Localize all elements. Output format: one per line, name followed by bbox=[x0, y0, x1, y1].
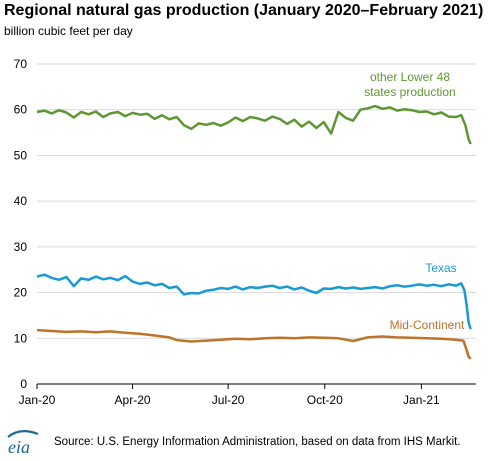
y-tick-label-10: 10 bbox=[14, 331, 28, 345]
series-line-texas bbox=[36, 273, 472, 330]
series-line-other-lower-48-states-production bbox=[36, 104, 472, 145]
x-tick-label-Jul-20: Jul-20 bbox=[212, 393, 245, 407]
series-label-line: Mid-Continent bbox=[390, 318, 465, 332]
grid-lines bbox=[37, 63, 476, 339]
y-axis-label: billion cubic feet per day bbox=[4, 24, 133, 38]
series-label-line: Texas bbox=[425, 261, 456, 275]
x-tick-label-Oct-20: Oct-20 bbox=[307, 393, 343, 407]
source-note: Source: U.S. Energy Information Administ… bbox=[54, 436, 461, 448]
y-tick-label-40: 40 bbox=[14, 194, 28, 208]
series-labels: other Lower 48 states production Texas Mid-… bbox=[364, 70, 465, 332]
x-tick-label-Jan-20: Jan-20 bbox=[19, 393, 56, 407]
x-tick-label-Apr-20: Apr-20 bbox=[115, 393, 151, 407]
series-label-line: other Lower 48 bbox=[370, 70, 450, 84]
series-line-mid-continent bbox=[36, 328, 472, 360]
series-label-line: states production bbox=[364, 85, 455, 99]
logo-text: eia bbox=[8, 437, 30, 456]
y-tick-label-30: 30 bbox=[14, 240, 28, 254]
chart-title: Regional natural gas production (January… bbox=[4, 2, 484, 19]
y-tick-label-0: 0 bbox=[20, 377, 27, 391]
logo-swoosh bbox=[7, 430, 39, 438]
series-label-other-lower-48-states-production: other Lower 48 states production bbox=[364, 70, 455, 99]
eia-logo: eia bbox=[7, 430, 39, 456]
series-lines bbox=[36, 104, 472, 360]
y-tick-label-60: 60 bbox=[14, 103, 28, 117]
axes: 0 10 20 30 40 50 60 70 Jan-20 Apr-20 Jul-20 Oct-20 J… bbox=[14, 57, 476, 407]
y-tick-label-20: 20 bbox=[14, 286, 28, 300]
y-tick-label-50: 50 bbox=[14, 148, 28, 162]
series-label-mid-continent: Mid-Continent bbox=[390, 318, 465, 332]
x-tick-label-Jan-21: Jan-21 bbox=[403, 393, 440, 407]
series-label-texas: Texas bbox=[425, 261, 456, 275]
y-tick-label-70: 70 bbox=[14, 57, 28, 71]
